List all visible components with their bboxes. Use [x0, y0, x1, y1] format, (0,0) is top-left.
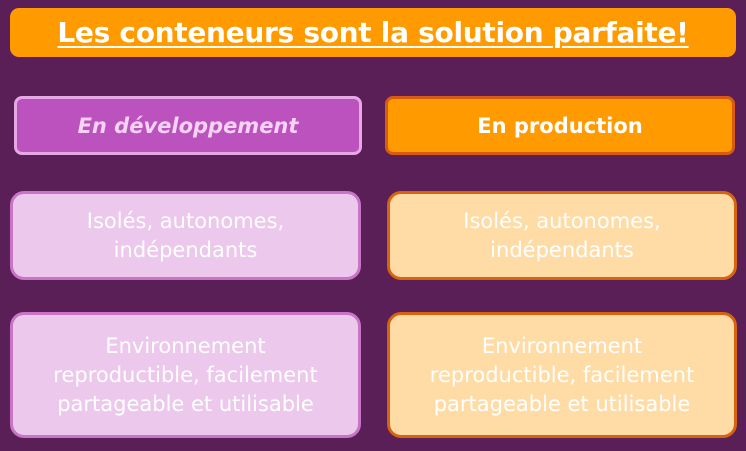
card-production-isolation-text: Isolés, autonomes, indépendants	[463, 208, 661, 262]
title-banner: Les conteneurs sont la solution parfaite…	[10, 8, 736, 57]
column-header-production: En production	[385, 96, 735, 155]
card-development-isolation-text: Isolés, autonomes, indépendants	[86, 208, 285, 262]
card-production-environment-text: Environnement reproductible, facilement …	[429, 333, 695, 416]
column-header-production-label: En production	[477, 113, 643, 138]
card-development-environment-text: Environnement reproductible, facilement …	[53, 333, 318, 416]
column-header-development-label: En développement	[77, 113, 299, 138]
column-header-development: En développement	[14, 96, 362, 155]
card-production-isolation: Isolés, autonomes, indépendants	[387, 191, 737, 280]
page-title: Les conteneurs sont la solution parfaite…	[57, 16, 689, 49]
card-development-isolation: Isolés, autonomes, indépendants	[10, 191, 361, 280]
card-development-environment: Environnement reproductible, facilement …	[10, 312, 361, 438]
card-production-environment: Environnement reproductible, facilement …	[387, 312, 737, 438]
